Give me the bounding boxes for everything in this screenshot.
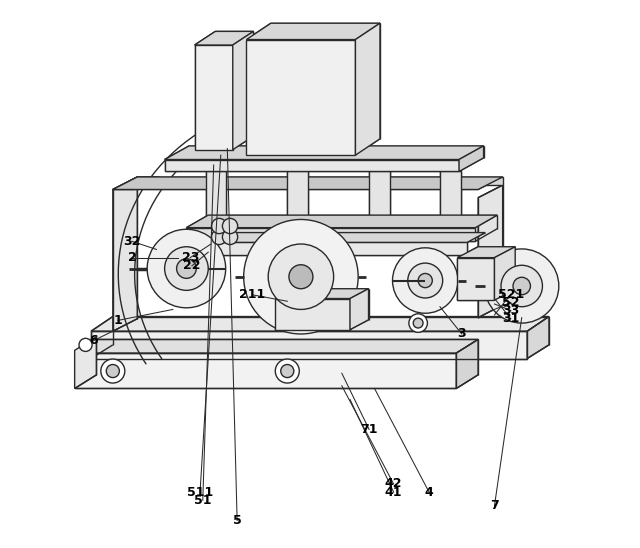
Polygon shape — [138, 177, 502, 185]
Text: 52: 52 — [502, 296, 520, 309]
Polygon shape — [164, 159, 459, 172]
Polygon shape — [164, 146, 484, 159]
Polygon shape — [208, 242, 467, 255]
Circle shape — [177, 259, 196, 278]
Circle shape — [281, 364, 294, 378]
Text: 32: 32 — [124, 235, 141, 248]
Polygon shape — [527, 317, 549, 358]
Circle shape — [223, 229, 237, 244]
Polygon shape — [246, 23, 380, 39]
Polygon shape — [91, 331, 527, 358]
Text: 4: 4 — [425, 486, 433, 499]
Circle shape — [513, 277, 531, 295]
Text: 5: 5 — [233, 514, 241, 527]
Polygon shape — [458, 258, 495, 300]
Polygon shape — [350, 289, 369, 329]
Circle shape — [268, 244, 333, 310]
Polygon shape — [186, 227, 476, 241]
Circle shape — [501, 265, 543, 307]
Circle shape — [147, 229, 226, 308]
Circle shape — [223, 219, 237, 233]
Polygon shape — [495, 247, 515, 300]
Polygon shape — [186, 215, 497, 227]
Circle shape — [106, 364, 119, 378]
Text: 511: 511 — [187, 486, 213, 499]
Text: 23: 23 — [182, 251, 199, 264]
Polygon shape — [287, 172, 308, 230]
Polygon shape — [275, 299, 350, 329]
Text: 211: 211 — [239, 288, 265, 301]
Text: 51: 51 — [194, 494, 212, 507]
Polygon shape — [195, 45, 233, 150]
Polygon shape — [205, 172, 226, 230]
Polygon shape — [91, 317, 549, 331]
Text: 521: 521 — [498, 288, 524, 301]
Circle shape — [164, 247, 208, 290]
Text: 3: 3 — [458, 328, 466, 340]
Circle shape — [244, 220, 358, 334]
Text: 71: 71 — [360, 423, 378, 436]
Text: 2: 2 — [127, 251, 136, 264]
Circle shape — [413, 318, 423, 328]
Polygon shape — [456, 339, 478, 389]
Circle shape — [79, 338, 92, 351]
Circle shape — [211, 229, 227, 244]
Polygon shape — [113, 177, 138, 331]
Text: 22: 22 — [183, 259, 200, 272]
Circle shape — [289, 265, 313, 289]
Circle shape — [418, 273, 432, 288]
Polygon shape — [75, 353, 456, 389]
Polygon shape — [113, 177, 159, 190]
Polygon shape — [75, 339, 478, 353]
Polygon shape — [195, 31, 253, 45]
Polygon shape — [355, 23, 380, 155]
Polygon shape — [208, 232, 485, 242]
Text: 33: 33 — [502, 304, 520, 317]
Circle shape — [275, 359, 300, 383]
Circle shape — [211, 219, 227, 233]
Text: 41: 41 — [385, 486, 403, 499]
Polygon shape — [459, 146, 484, 172]
Circle shape — [408, 263, 443, 298]
Polygon shape — [113, 177, 502, 190]
Polygon shape — [233, 31, 253, 150]
Text: 6: 6 — [90, 334, 98, 347]
Polygon shape — [440, 172, 461, 230]
Circle shape — [101, 359, 125, 383]
Text: 1: 1 — [114, 314, 123, 327]
Circle shape — [392, 248, 458, 313]
Polygon shape — [478, 185, 502, 318]
Polygon shape — [75, 336, 97, 389]
Polygon shape — [246, 39, 355, 155]
Circle shape — [484, 249, 559, 323]
Polygon shape — [275, 289, 369, 299]
Text: 7: 7 — [490, 499, 499, 512]
Polygon shape — [369, 172, 390, 230]
Text: 42: 42 — [385, 477, 403, 490]
Circle shape — [409, 314, 428, 332]
Polygon shape — [458, 247, 515, 258]
Text: 31: 31 — [502, 312, 520, 325]
